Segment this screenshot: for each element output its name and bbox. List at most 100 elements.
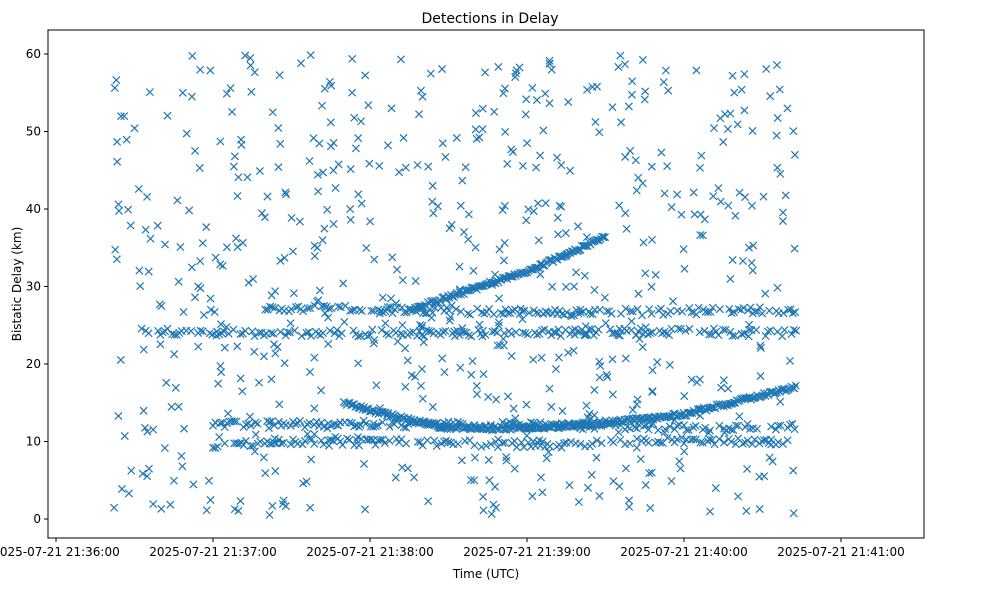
- detection-point: [545, 442, 554, 451]
- detection-point: [681, 326, 690, 335]
- detection-point: [116, 355, 125, 364]
- detection-point: [287, 305, 296, 314]
- detection-point: [251, 430, 260, 439]
- detection-point: [144, 464, 154, 473]
- detection-point: [369, 306, 378, 315]
- detection-point: [314, 187, 323, 196]
- detection-point: [719, 376, 728, 385]
- detection-point: [144, 267, 153, 276]
- detection-point: [114, 200, 123, 209]
- detection-point: [455, 331, 464, 340]
- detection-point: [471, 109, 480, 118]
- detection-point: [354, 190, 363, 199]
- detection-point: [185, 206, 194, 215]
- detection-point: [457, 327, 466, 336]
- detection-point: [370, 255, 379, 264]
- detection-point: [113, 137, 122, 146]
- detection-point: [402, 439, 411, 448]
- detection-point: [339, 279, 348, 288]
- detection-point: [428, 181, 437, 190]
- detection-point: [234, 506, 243, 515]
- detection-point: [455, 262, 464, 271]
- detection-point: [302, 477, 311, 486]
- detection-point: [466, 476, 475, 485]
- detection-point: [329, 219, 338, 229]
- detection-point: [580, 271, 589, 280]
- detection-point: [522, 216, 531, 225]
- detection-point: [763, 327, 773, 336]
- detection-point: [588, 82, 597, 92]
- detection-point: [664, 86, 673, 95]
- detection-point: [456, 363, 465, 372]
- detection-point: [646, 503, 655, 512]
- detection-point: [338, 440, 347, 449]
- detection-point: [614, 62, 623, 71]
- detection-point: [600, 233, 610, 242]
- detection-point: [220, 343, 229, 352]
- detection-point: [728, 331, 737, 340]
- detection-point: [572, 268, 581, 277]
- detection-point: [725, 304, 734, 314]
- detection-point: [743, 419, 752, 429]
- detection-point: [776, 421, 785, 430]
- detection-point: [149, 500, 158, 509]
- detection-point: [266, 302, 275, 311]
- detection-point: [556, 331, 565, 340]
- detection-point: [438, 65, 447, 74]
- detection-point: [518, 315, 527, 324]
- detection-point: [553, 213, 562, 222]
- detection-point: [503, 309, 512, 318]
- detection-point: [143, 427, 152, 436]
- detection-point: [608, 103, 617, 112]
- detection-point: [158, 328, 167, 337]
- detection-point: [607, 309, 616, 318]
- detection-point: [206, 305, 215, 314]
- detection-point: [582, 401, 591, 410]
- detection-point: [202, 223, 211, 232]
- detection-point: [146, 234, 155, 243]
- detection-point: [634, 173, 643, 182]
- detection-point: [773, 283, 782, 292]
- detection-point: [724, 201, 733, 210]
- detection-point: [438, 354, 447, 363]
- detection-point: [755, 505, 764, 514]
- detection-point: [509, 404, 518, 413]
- detection-point: [220, 422, 229, 432]
- detection-point: [116, 112, 126, 121]
- detection-point: [336, 437, 345, 446]
- detection-point: [356, 331, 365, 340]
- detection-point: [528, 492, 537, 501]
- detection-point: [488, 327, 497, 336]
- detection-point: [745, 424, 754, 434]
- detection-point: [467, 332, 476, 341]
- detection-point: [250, 347, 259, 356]
- detection-point: [682, 425, 691, 434]
- detection-point: [478, 125, 487, 134]
- detection-point: [222, 89, 231, 98]
- detection-point: [755, 472, 764, 481]
- detection-point: [775, 85, 784, 94]
- detection-point: [354, 441, 364, 450]
- detection-point: [786, 305, 795, 314]
- detection-point: [286, 421, 295, 430]
- detection-point: [401, 344, 410, 353]
- detection-point: [267, 329, 276, 338]
- detection-point: [156, 340, 165, 349]
- detection-point: [143, 192, 152, 201]
- detection-point: [636, 455, 645, 464]
- x-tick-label: 2025-07-21 21:40:00: [620, 545, 747, 559]
- detection-point: [512, 421, 521, 430]
- detection-point: [359, 416, 368, 425]
- detection-point: [306, 304, 315, 313]
- detection-point: [752, 424, 762, 433]
- detection-point: [124, 489, 133, 498]
- detection-point: [178, 88, 187, 97]
- detection-point: [291, 303, 300, 312]
- detection-point: [453, 417, 462, 426]
- detection-point: [484, 456, 493, 465]
- detection-point: [773, 163, 782, 172]
- detection-point: [398, 321, 407, 330]
- detection-point: [180, 424, 189, 433]
- detection-point: [608, 390, 617, 399]
- detection-point: [275, 71, 284, 80]
